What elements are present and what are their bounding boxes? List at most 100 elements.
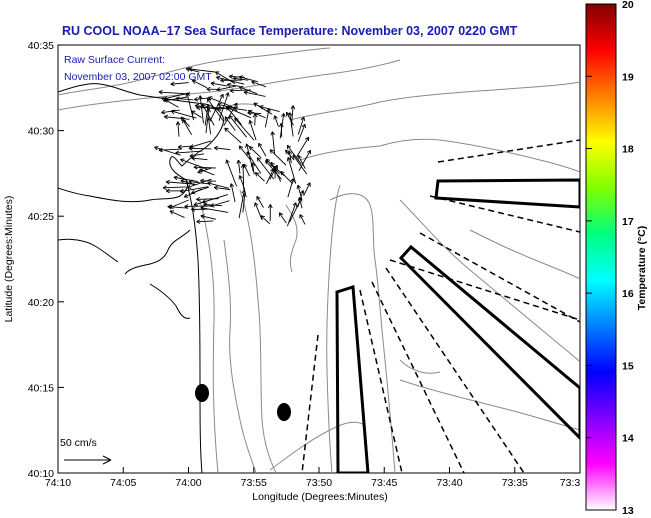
x-tick-label: 73:55	[241, 477, 267, 489]
x-axis-label: Longitude (Degrees:Minutes)	[252, 491, 387, 503]
current-arrow	[189, 140, 212, 149]
current-arrow	[185, 92, 195, 121]
current-arrow	[297, 155, 306, 169]
coastline	[58, 83, 225, 473]
scale-arrow	[64, 455, 112, 465]
current-arrow	[229, 183, 236, 203]
x-tick-label: 73:50	[306, 477, 332, 489]
current-arrow	[201, 103, 215, 126]
current-arrow	[177, 144, 193, 150]
bathymetry-contours	[58, 47, 580, 473]
current-arrow	[285, 149, 295, 161]
surface-current-arrows	[154, 66, 311, 227]
current-arrow	[279, 113, 286, 139]
colorbar-tick-label: 18	[622, 144, 634, 156]
current-arrow	[169, 210, 185, 218]
current-arrow	[298, 149, 311, 171]
current-arrow	[287, 178, 295, 198]
current-arrow	[256, 157, 275, 180]
x-tick-label: 73:3	[560, 477, 581, 489]
station-marker	[195, 384, 209, 402]
current-arrow	[297, 116, 306, 135]
current-arrow	[191, 79, 208, 89]
current-arrow	[191, 207, 210, 212]
current-arrow	[216, 106, 238, 111]
current-arrow	[216, 75, 245, 85]
current-arrow	[169, 199, 189, 209]
y-tick-label: 40:10	[28, 468, 54, 480]
current-arrow	[158, 89, 190, 95]
current-arrow	[175, 121, 181, 137]
current-annotation-line1: Raw Surface Current:	[64, 54, 165, 66]
map-title: RU COOL NOAA–17 Sea Surface Temperature:…	[62, 24, 518, 38]
current-arrow	[158, 147, 182, 153]
current-arrow	[254, 202, 263, 221]
current-arrow	[183, 188, 203, 198]
current-arrow	[200, 205, 229, 213]
current-arrow	[297, 190, 305, 208]
current-arrow	[286, 157, 297, 184]
current-arrow	[297, 123, 306, 142]
transect-boxes	[335, 178, 580, 473]
current-arrow	[215, 71, 236, 85]
current-arrow	[226, 82, 240, 88]
y-tick-label: 40:20	[28, 297, 54, 309]
current-arrow	[303, 182, 311, 196]
current-arrow	[173, 175, 199, 183]
colorbar-tick-label: 19	[622, 71, 634, 83]
colorbar-ticks: 20 19 18 17 16 15 14 13	[586, 0, 634, 517]
current-arrow	[213, 145, 231, 151]
current-arrow	[161, 97, 179, 108]
y-tick-label: 40:25	[28, 211, 54, 223]
y-axis-ticks: 40:35 40:30 40:25 40:20 40:15 40:10	[28, 40, 64, 480]
current-arrow	[252, 113, 258, 126]
current-arrow	[273, 115, 279, 127]
current-arrow	[243, 90, 266, 97]
current-arrow	[270, 161, 282, 182]
current-arrow	[170, 109, 197, 119]
current-arrow	[224, 116, 236, 131]
current-arrow	[268, 204, 273, 222]
current-arrow	[260, 215, 271, 225]
current-arrow	[238, 145, 251, 161]
colorbar-tick-label: 14	[622, 433, 634, 445]
current-arrow	[188, 66, 215, 73]
current-arrow	[188, 179, 210, 185]
current-arrow	[254, 172, 265, 182]
x-tick-label: 74:10	[45, 477, 71, 489]
current-arrow	[248, 146, 262, 159]
current-arrow	[290, 105, 296, 128]
current-annotation-line2: November 03, 2007 02:00 GMT	[64, 71, 212, 83]
current-arrow	[218, 92, 230, 121]
current-arrow	[170, 81, 189, 87]
current-arrow	[296, 184, 302, 197]
current-arrow	[269, 149, 287, 166]
current-arrow	[180, 116, 190, 127]
current-arrow	[296, 136, 310, 157]
station-marker	[277, 403, 291, 421]
y-tick-label: 40:35	[28, 40, 54, 52]
transect-dashed-lines	[301, 139, 580, 473]
current-arrow	[206, 86, 221, 92]
current-arrow	[248, 120, 257, 141]
current-arrow	[204, 104, 211, 126]
x-tick-label: 74:00	[175, 477, 201, 489]
current-arrow	[194, 103, 219, 111]
current-arrow	[253, 102, 273, 115]
current-arrow	[247, 109, 266, 119]
current-arrow	[185, 67, 200, 73]
x-tick-label: 73:35	[502, 477, 528, 489]
current-arrow	[286, 202, 297, 227]
current-arrow	[162, 185, 186, 191]
current-arrow	[258, 142, 267, 157]
current-arrow	[299, 214, 306, 225]
current-arrow	[285, 111, 294, 126]
current-arrow	[270, 131, 276, 154]
current-arrow	[213, 185, 231, 191]
current-arrow	[238, 189, 247, 219]
current-arrow	[225, 159, 238, 187]
current-arrow	[163, 114, 190, 120]
current-arrow	[175, 96, 194, 101]
current-arrow	[210, 93, 224, 121]
current-arrow	[286, 144, 302, 165]
